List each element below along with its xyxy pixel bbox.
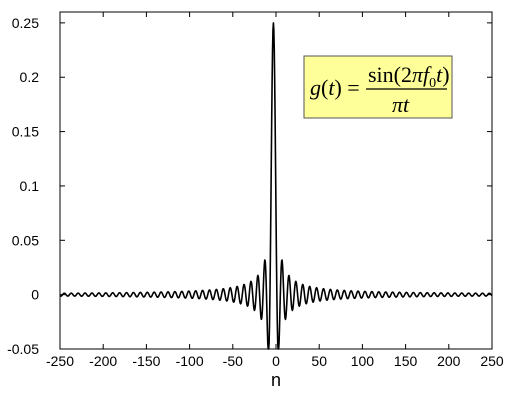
x-tick-label: -50 xyxy=(223,353,243,369)
tick-labels: -250 -200 -150 -100 -50 0 50 100 150 200 250 -0.05 0… xyxy=(7,15,504,369)
y-tick-label: -0.05 xyxy=(7,341,39,357)
y-tick-label: 0.25 xyxy=(12,15,39,31)
y-tick-label: 0.15 xyxy=(12,124,39,140)
formula-box-background xyxy=(303,55,453,119)
x-tick-label: 0 xyxy=(272,353,280,369)
x-tick-label: -100 xyxy=(176,353,204,369)
x-tick-label: -150 xyxy=(132,353,160,369)
plot-frame xyxy=(59,11,493,350)
y-tick-label: 0 xyxy=(31,287,39,303)
x-axis-label: n xyxy=(271,370,281,390)
formula-lhs: g(t) = xyxy=(310,75,360,100)
x-tick-label: -200 xyxy=(89,353,117,369)
x-tick-label: -250 xyxy=(46,353,74,369)
x-tick-label: 150 xyxy=(394,353,418,369)
formula-annotation: g(t) = sin(2πf0t) πt xyxy=(303,55,453,119)
x-tick-label: 100 xyxy=(351,353,375,369)
y-tick-label: 0.1 xyxy=(20,178,40,194)
y-tick-label: 0.05 xyxy=(12,232,39,248)
sinc-series-line xyxy=(59,22,493,350)
formula-denominator: πt xyxy=(392,92,410,117)
formula-numerator: sin(2πf0t) xyxy=(368,62,450,91)
x-tick-label: 200 xyxy=(437,353,461,369)
y-tick-label: 0.2 xyxy=(20,69,40,85)
x-tick-label: 250 xyxy=(480,353,504,369)
x-tick-label: 50 xyxy=(311,353,327,369)
